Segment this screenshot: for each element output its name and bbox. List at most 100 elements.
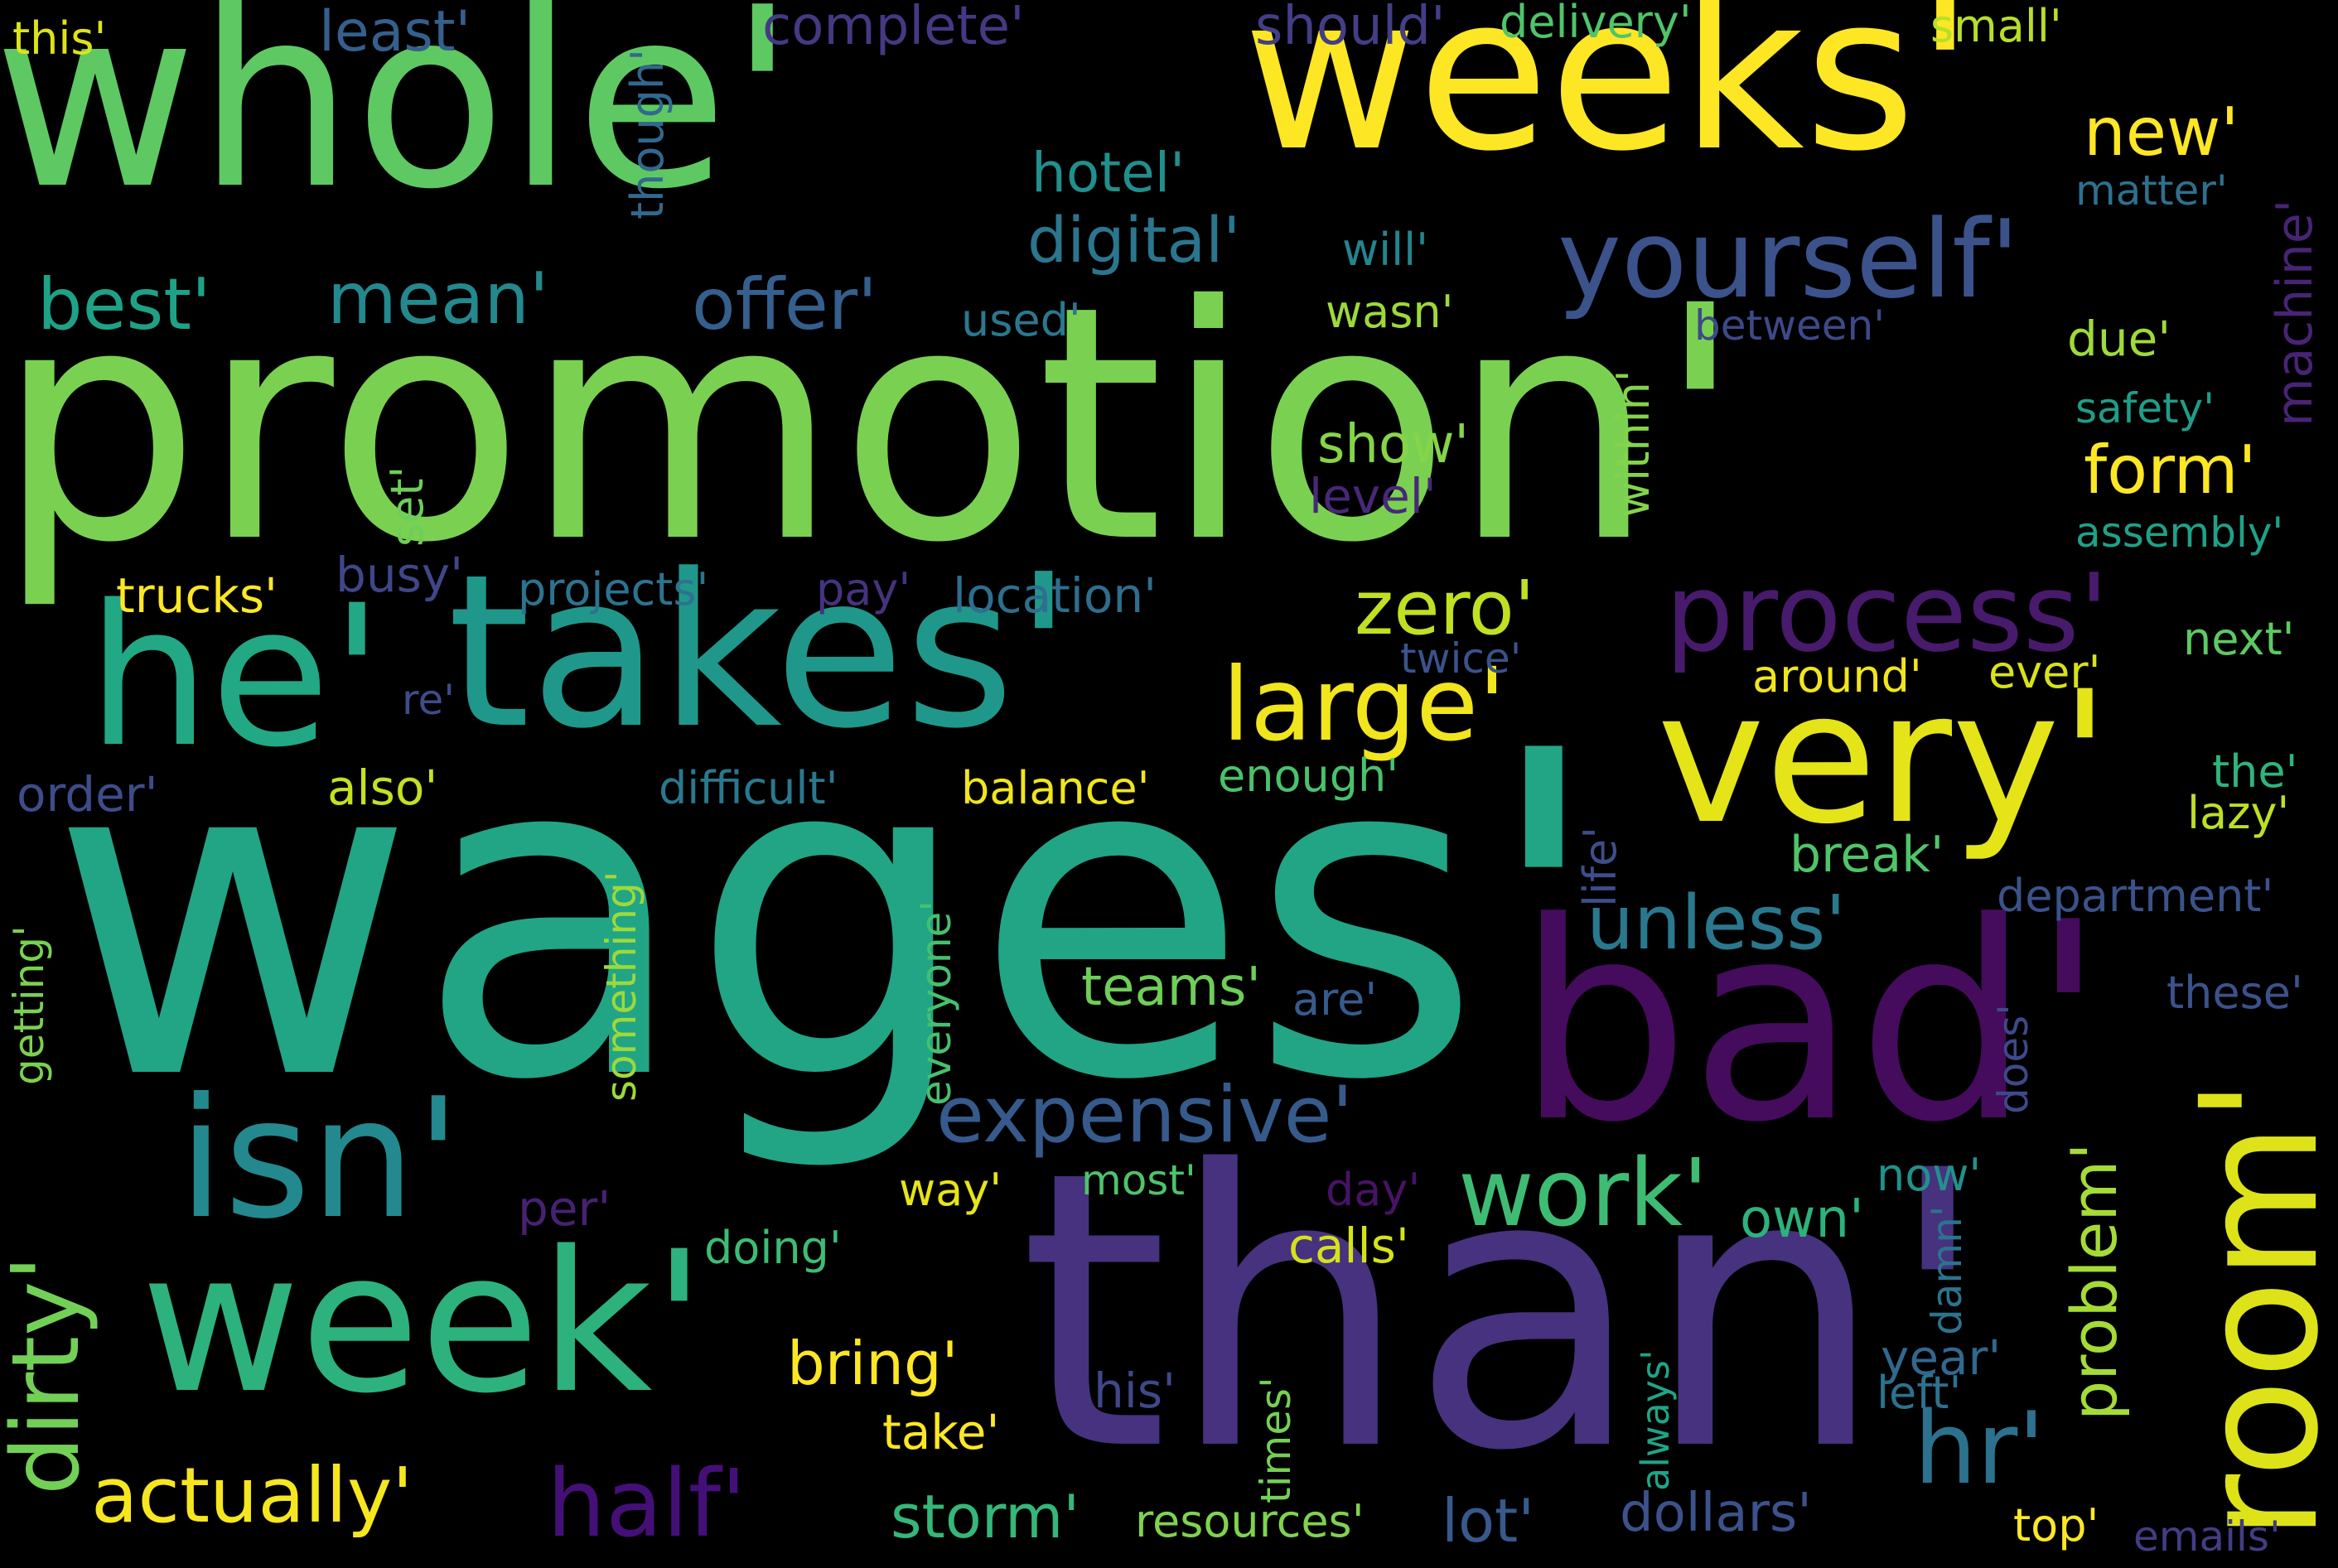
word-half: half' — [547, 1450, 746, 1558]
word-very: very' — [1657, 652, 2110, 864]
word-machine: machine' — [2266, 199, 2324, 427]
word-though: though' — [621, 48, 674, 220]
word-most: most' — [1081, 1156, 1196, 1204]
word-weeks: weeks' — [1243, 0, 1975, 198]
word-wasn: wasn' — [1326, 286, 1454, 338]
word-work: work' — [1458, 1140, 1708, 1247]
word-take: take' — [882, 1404, 1000, 1460]
word-yourself: yourself' — [1558, 196, 2020, 322]
word-lazy: lazy' — [2187, 787, 2290, 839]
word-used: used' — [961, 294, 1081, 346]
word-week: week' — [141, 1210, 707, 1436]
word-unless: unless' — [1587, 880, 1846, 967]
word-bring: bring' — [787, 1329, 959, 1398]
word-show: show' — [1317, 414, 1469, 475]
word-least: least' — [319, 0, 471, 65]
word-way: way' — [899, 1164, 1002, 1216]
word-assembly: assembly' — [2075, 509, 2284, 557]
word-whole: whole' — [0, 0, 797, 244]
word-between: between' — [1694, 302, 1885, 350]
word-times: times' — [1252, 1377, 1300, 1503]
word-set: set' — [381, 466, 433, 547]
word-these: these' — [2167, 967, 2303, 1019]
word-will: will' — [1342, 224, 1429, 276]
word-next: next' — [2183, 613, 2295, 665]
word-form: form' — [2084, 432, 2257, 509]
word-enough: enough' — [1218, 750, 1399, 802]
word-lot: lot' — [1442, 1486, 1535, 1556]
word-twice: twice' — [1400, 634, 1522, 683]
word-projects: projects' — [518, 563, 709, 615]
word-also: also' — [327, 760, 438, 816]
word-trucks: trucks' — [116, 567, 278, 624]
word-small: small' — [1930, 0, 2062, 52]
word-day: day' — [1326, 1164, 1421, 1216]
word-hr: hr' — [1914, 1392, 2046, 1507]
word-balance: balance' — [961, 762, 1150, 814]
word-complete: complete' — [762, 0, 1025, 57]
word-digital: digital' — [1027, 203, 1241, 277]
word-offer: offer' — [692, 263, 877, 346]
word-something: something' — [597, 871, 645, 1102]
word-this: this' — [12, 12, 107, 65]
word-should: should' — [1255, 0, 1446, 57]
word-storm: storm' — [891, 1482, 1080, 1551]
word-wages: wages' — [50, 658, 1606, 1178]
word-isn: isn' — [178, 1063, 461, 1256]
word-promotion: promotion' — [0, 237, 1745, 613]
word-left: left' — [1877, 1367, 1962, 1419]
word-now: now' — [1877, 1149, 1982, 1201]
word-level: level' — [1309, 468, 1437, 524]
word-damn: damn' — [1923, 1205, 1971, 1335]
word-within: within' — [1607, 369, 1659, 518]
word-busy: busy' — [336, 547, 464, 603]
word-difficult: difficult' — [659, 762, 838, 814]
word-large: large' — [1222, 646, 1506, 764]
word-expensive: expensive' — [936, 1070, 1354, 1160]
word-location: location' — [953, 567, 1157, 624]
word-are: are' — [1292, 973, 1378, 1025]
word-bad: bad' — [1516, 864, 2106, 1182]
word-dirty: dirty' — [0, 1255, 100, 1495]
word-hotel: hotel' — [1031, 141, 1186, 205]
word-getting: getting' — [5, 925, 53, 1085]
word-new: new' — [2084, 94, 2239, 171]
word-resources: resources' — [1135, 1495, 1365, 1547]
word-department: department' — [1997, 870, 2274, 922]
word-best: best' — [37, 263, 211, 346]
word-the: the' — [2212, 745, 2298, 798]
word-problem: problem' — [2057, 1142, 2131, 1421]
word-safety: safety' — [2075, 384, 2215, 432]
word-emails: emails' — [2133, 1513, 2281, 1561]
word-he: he' — [87, 564, 384, 790]
word-around: around' — [1752, 650, 1922, 702]
word-his: his' — [1094, 1363, 1176, 1419]
word-delivery: delivery' — [1500, 0, 1692, 48]
word-takes: takes' — [447, 529, 1073, 775]
word-year: year' — [1881, 1329, 2002, 1386]
word-everyone: everyone' — [912, 900, 960, 1106]
word-zero: zero' — [1355, 565, 1535, 652]
word-ever: ever' — [1988, 646, 2101, 698]
word-dollars: dollars' — [1620, 1483, 1812, 1544]
word-room: room' — [2166, 1078, 2338, 1541]
word-mean: mean' — [327, 258, 549, 340]
word-per: per' — [518, 1180, 611, 1237]
word-actually: actually' — [91, 1451, 413, 1540]
word-pay: pay' — [816, 563, 911, 615]
word-doing: doing' — [704, 1222, 842, 1274]
word-than: than' — [1019, 1091, 1990, 1534]
word-matter: matter' — [2075, 166, 2228, 215]
word-always: always' — [1633, 1349, 1678, 1491]
word-does: does' — [1989, 1004, 2037, 1114]
word-calls: calls' — [1288, 1218, 1409, 1274]
word-re: re' — [402, 676, 455, 724]
word-teams: teams' — [1081, 957, 1261, 1018]
word-break: break' — [1790, 826, 1944, 884]
word-order: order' — [17, 766, 158, 823]
word-process: process' — [1665, 550, 2109, 676]
word-life: life' — [1574, 826, 1626, 907]
word-top: top' — [2013, 1499, 2099, 1551]
word-due: due' — [2067, 311, 2171, 367]
